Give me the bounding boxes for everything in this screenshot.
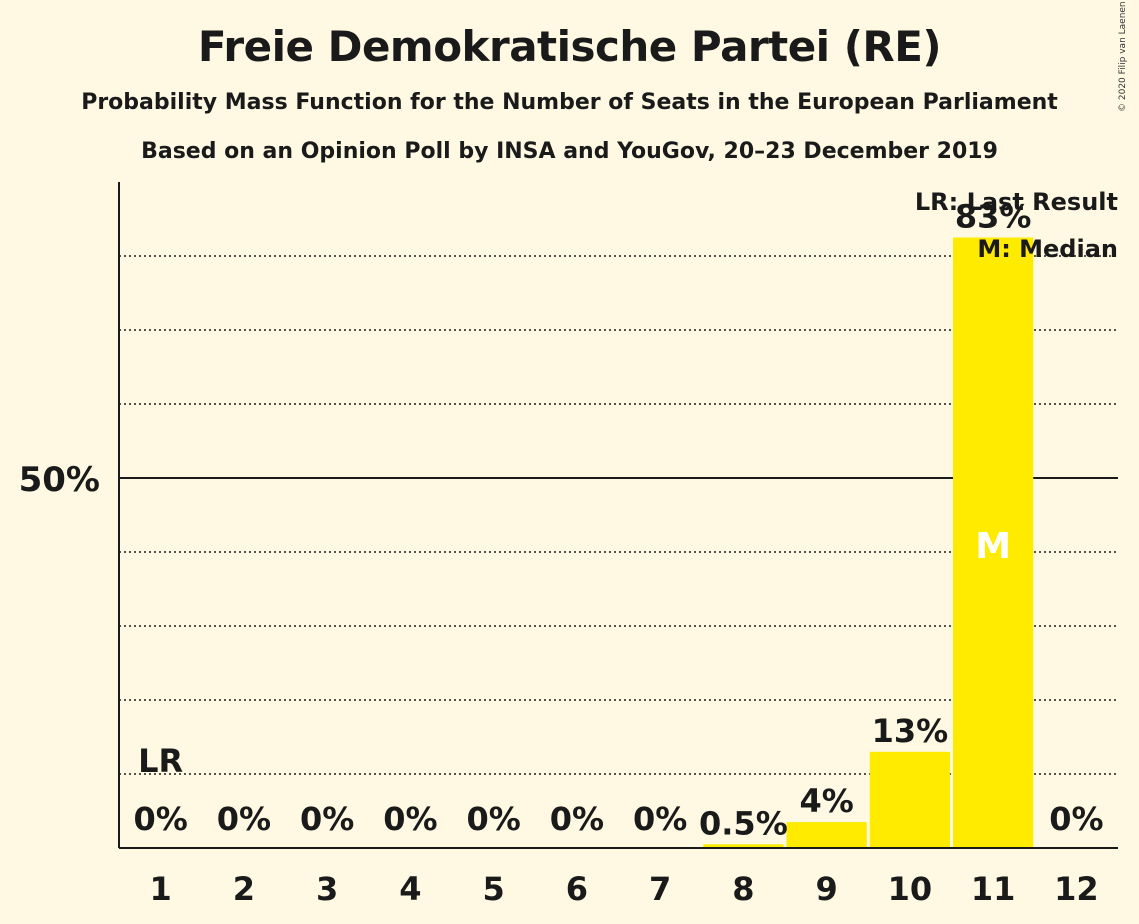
chart-title: Freie Demokratische Partei (RE) [197,22,942,71]
data-label: 0% [466,800,520,838]
data-label: 83% [955,198,1032,236]
x-tick-label: 9 [815,870,837,908]
x-tick-label: 8 [732,870,754,908]
x-tick-label: 4 [399,870,421,908]
legend-median: M: Median [977,235,1118,263]
data-label: 0% [133,800,187,838]
data-label: 0% [550,800,604,838]
bar [703,844,784,848]
data-label: 0% [1049,800,1103,838]
legend-last-result: LR: Last Result [915,188,1118,216]
median-marker: M [975,526,1011,567]
bars [703,237,1034,848]
x-tick-label: 7 [649,870,671,908]
bar [869,751,950,848]
data-label: 13% [872,712,949,750]
x-tick-label: 5 [482,870,504,908]
x-tick-label: 11 [971,870,1016,908]
bar [786,822,867,848]
last-result-marker: LR [138,742,183,780]
data-label: 4% [799,782,853,820]
x-tick-label: 1 [149,870,171,908]
data-label: 0% [383,800,437,838]
data-label: 0% [300,800,354,838]
data-label: 0% [633,800,687,838]
data-label: 0.5% [699,804,788,842]
grid-lines [119,255,1118,775]
bar [953,237,1034,848]
chart-source: Based on an Opinion Poll by INSA and You… [141,139,998,164]
x-tick-label: 2 [233,870,255,908]
data-label: 0% [217,800,271,838]
labels: 50%10%LR20%30%40%50%60%70%80.5%94%1013%1… [19,198,1104,909]
x-tick-label: 3 [316,870,338,908]
x-tick-label: 6 [566,870,588,908]
chart-subtitle: Probability Mass Function for the Number… [81,90,1058,115]
x-tick-label: 12 [1054,870,1099,908]
x-tick-label: 10 [888,870,933,908]
y-tick-label: 50% [19,460,100,500]
